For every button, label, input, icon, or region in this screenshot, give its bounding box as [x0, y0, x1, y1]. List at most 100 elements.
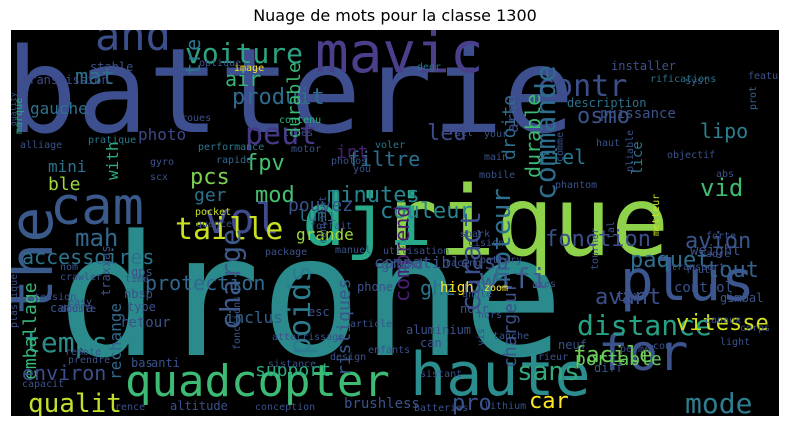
word-50: led	[427, 121, 467, 146]
word-167: can	[420, 336, 442, 350]
word-176: atterrissage	[272, 332, 344, 343]
word-73: ble	[48, 174, 81, 195]
word-82: lice	[630, 141, 646, 175]
word-156: rieur	[538, 352, 568, 363]
word-24: charge	[214, 229, 247, 330]
word-75: ger	[194, 185, 227, 206]
chart-title: Nuage de mots pour la classe 1300	[253, 6, 537, 25]
word-119: scx	[150, 172, 168, 183]
word-52: usb	[472, 250, 508, 274]
word-105: quality	[11, 92, 18, 126]
word-54: comprend	[390, 206, 414, 302]
word-135: weight	[690, 243, 741, 259]
word-166: enfants	[368, 345, 410, 356]
word-177: bas	[131, 356, 153, 370]
word-61: support	[255, 360, 331, 381]
word-76: lumi	[298, 206, 337, 225]
word-149: canaux	[705, 315, 741, 326]
word-123: package	[265, 247, 307, 258]
word-116: objectif	[667, 150, 715, 161]
word-86: transmission	[22, 73, 109, 87]
word-184: traxxas	[99, 245, 113, 296]
word-38: tout	[706, 258, 759, 283]
word-189: nom	[60, 262, 78, 273]
word-182: gps	[131, 265, 153, 279]
word-48: minutes	[327, 183, 420, 208]
word-137: control	[674, 280, 733, 296]
word-103: alliage	[20, 140, 62, 151]
word-49: filtre	[348, 147, 420, 171]
word-72: mini	[48, 157, 87, 176]
word-34: fonction	[545, 227, 651, 252]
word-164: esc	[308, 305, 330, 319]
word-146: trx	[616, 289, 641, 305]
word-17: peut	[245, 117, 317, 152]
word-171: brushless	[344, 396, 420, 412]
word-6: mavic	[315, 30, 484, 86]
word-85: stable	[90, 60, 133, 74]
word-115: pliable	[625, 130, 636, 172]
word-162: phone	[357, 280, 393, 294]
word-187: easy	[68, 297, 92, 308]
word-41: facile	[573, 343, 652, 368]
word-130: grand	[381, 257, 423, 273]
word-51: riel	[538, 145, 586, 169]
word-91: degr	[417, 62, 441, 73]
word-57: emballage	[20, 282, 41, 380]
word-178: anti	[151, 356, 180, 370]
word-160: noir	[460, 302, 489, 316]
word-39: durable	[521, 94, 545, 178]
word-60: pro	[452, 391, 492, 416]
word-5: haute	[410, 340, 591, 410]
word-16: contr	[537, 69, 627, 104]
word-132: metteur	[651, 194, 662, 236]
word-145: axes	[532, 279, 556, 290]
word-195: rence	[115, 402, 145, 413]
word-98: voler	[375, 140, 405, 151]
word-152: con	[653, 341, 671, 352]
word-122: quence	[196, 219, 232, 230]
word-134: cadre	[700, 249, 730, 260]
word-15: taille	[175, 212, 283, 247]
word-63: ristiques	[334, 278, 355, 376]
word-47: tre	[181, 39, 205, 75]
word-121: pocket	[195, 207, 231, 218]
word-43: vid	[700, 174, 743, 202]
word-138: transport	[671, 262, 725, 273]
word-13: vol	[204, 194, 280, 243]
word-141: racing	[445, 258, 481, 269]
word-174: sistance	[268, 359, 316, 370]
word-155: neuf	[558, 338, 587, 352]
word-79: int	[336, 142, 369, 163]
word-172: conception	[255, 402, 315, 413]
word-cloud: batterie drone rique dji quadcopter haute mavi…	[11, 30, 779, 416]
word-127: utilisation	[383, 246, 449, 257]
word-55: protection	[145, 271, 265, 295]
word-169: batteries	[414, 403, 468, 414]
word-179: retour	[120, 315, 171, 331]
word-33: produit	[232, 85, 325, 110]
word-173: altitude	[170, 399, 228, 413]
word-136: tourner	[590, 228, 601, 270]
word-140: compatible	[374, 253, 470, 272]
word-44: lipo	[700, 119, 748, 143]
word-88: installer	[611, 59, 676, 73]
word-53: ghz	[420, 276, 456, 300]
word-10: plus	[620, 249, 755, 314]
word-30: mod	[255, 183, 295, 208]
word-26: qualit	[28, 389, 122, 416]
word-94: feature	[748, 71, 779, 82]
word-84: description	[567, 96, 646, 110]
word-66: car	[529, 389, 569, 414]
word-21: mode	[685, 387, 752, 416]
word-118: gyro	[150, 157, 174, 168]
word-8: and	[95, 30, 171, 60]
word-181: nbsp	[124, 287, 153, 301]
word-18: distance	[577, 309, 712, 342]
word-80: droite	[499, 95, 520, 160]
word-129: cision	[468, 238, 504, 249]
word-93: syst	[685, 76, 709, 87]
word-1: drone	[58, 199, 564, 395]
word-194: capacit	[22, 379, 64, 390]
